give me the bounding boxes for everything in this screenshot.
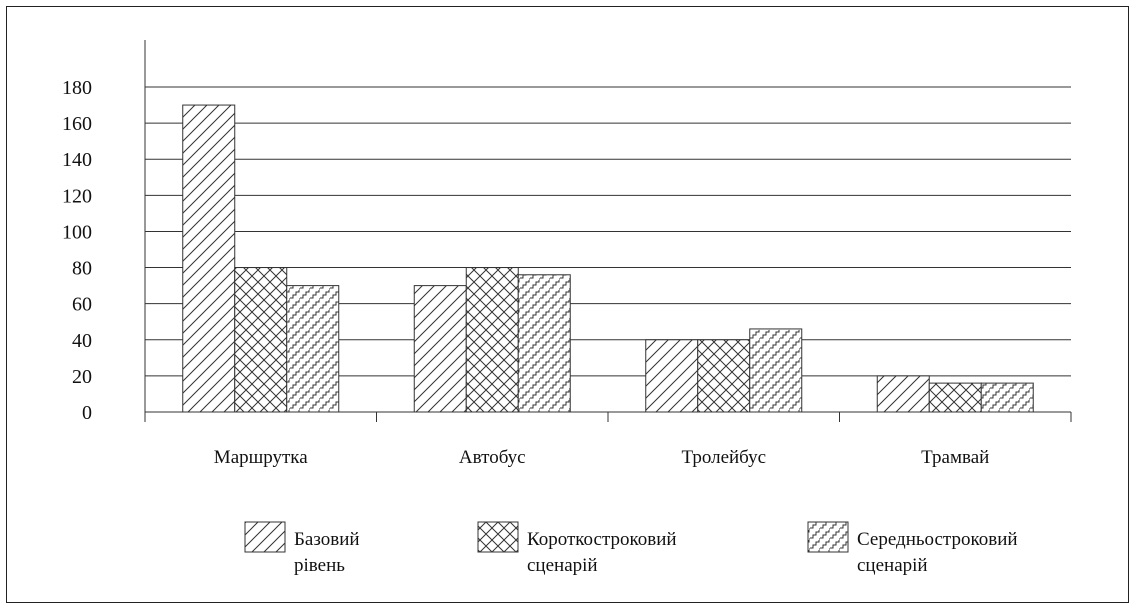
bar bbox=[286, 285, 340, 413]
bars bbox=[182, 104, 1034, 413]
legend: Базовий рівень Короткостроковий сценарій Сер… bbox=[244, 521, 1018, 576]
y-tick-label: 120 bbox=[62, 185, 92, 207]
y-tick-label: 180 bbox=[62, 77, 92, 99]
x-tick-labels: Маршрутка Автобус Тролейбус Трамвай bbox=[214, 447, 990, 468]
y-tick-label: 140 bbox=[62, 149, 92, 171]
y-tick-label: 0 bbox=[82, 402, 92, 424]
legend-label: сценарій bbox=[527, 555, 598, 576]
y-tick-labels: 0 20 40 60 80 100 120 140 160 180 bbox=[62, 77, 92, 424]
legend-label: рівень bbox=[294, 555, 345, 576]
x-tick-label: Трамвай bbox=[921, 447, 989, 468]
legend-label: Середньостроковий bbox=[857, 529, 1018, 550]
bar bbox=[234, 267, 288, 413]
y-tick-label: 40 bbox=[72, 330, 92, 352]
legend-label: Короткостроковий bbox=[527, 529, 677, 550]
x-tick-label: Тролейбус bbox=[681, 447, 766, 468]
legend-swatch bbox=[244, 521, 286, 553]
bar bbox=[517, 274, 571, 413]
legend-label: Базовий bbox=[294, 529, 360, 550]
axes bbox=[144, 40, 1072, 422]
bar bbox=[413, 285, 467, 413]
legend-label: сценарій bbox=[857, 555, 928, 576]
bar bbox=[697, 339, 751, 413]
y-tick-label: 60 bbox=[72, 294, 92, 316]
bar bbox=[645, 339, 699, 413]
bar bbox=[980, 382, 1034, 413]
x-tick-label: Автобус bbox=[459, 447, 526, 468]
legend-swatch bbox=[807, 521, 849, 553]
x-tick-label: Маршрутка bbox=[214, 447, 308, 468]
y-tick-label: 100 bbox=[62, 221, 92, 243]
y-tick-label: 80 bbox=[72, 258, 92, 280]
bar bbox=[876, 375, 930, 413]
bar bbox=[928, 382, 982, 413]
bar bbox=[465, 267, 519, 413]
legend-swatch bbox=[477, 521, 519, 553]
y-tick-label: 20 bbox=[72, 366, 92, 388]
y-tick-label: 160 bbox=[62, 113, 92, 135]
bar bbox=[749, 328, 803, 413]
bar bbox=[182, 104, 236, 413]
